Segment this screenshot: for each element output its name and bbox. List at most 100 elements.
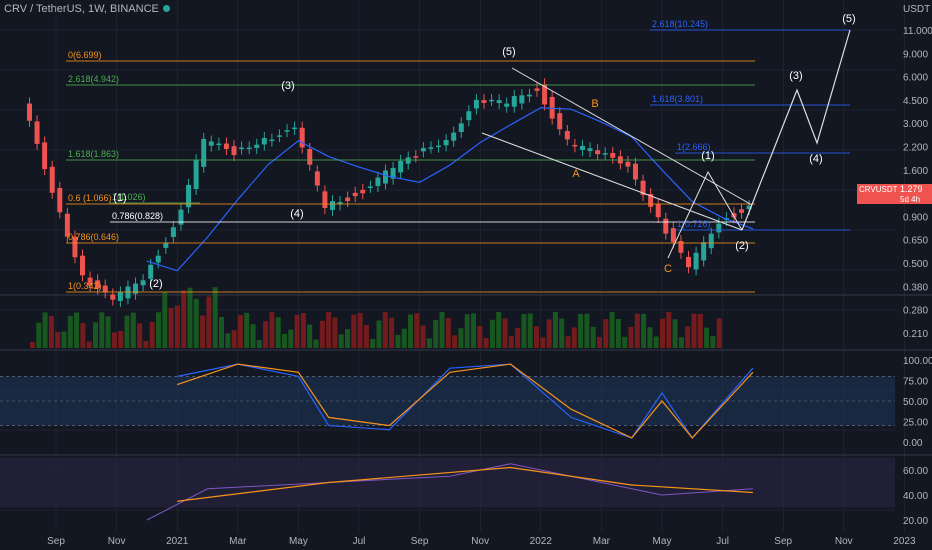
time-tick-label: Jul [716,536,729,547]
volume-bar [653,336,659,348]
candle-body [375,177,381,186]
wedge-line [481,132,743,231]
price-badge-timer: 5d 4h [900,195,920,204]
candle-body [269,139,275,142]
volume-bar [496,312,502,348]
price-tick-label: 6.000 [903,73,928,84]
volume-bar [445,318,451,348]
currency-label: USDT [903,4,930,15]
volume-bar [452,335,458,348]
price-tick-label: 0.210 [903,329,928,340]
volume-bar [691,313,697,348]
volume-bar [338,334,344,348]
volume-bar [237,315,243,348]
volume-bar [200,315,206,348]
volume-bar [48,316,54,348]
candle-body [276,135,282,137]
volume-bar [269,312,275,348]
candle-body [511,96,517,107]
candle-body [610,153,616,158]
volume-bar [426,338,432,348]
volume-bar [300,312,306,348]
price-tick-label: 11.000 [903,26,932,37]
fib-level-label: 0(6.699) [68,50,102,60]
volume-bar [628,326,634,348]
volume-bar [363,325,369,348]
volume-bar [559,318,565,348]
candle-body [526,94,532,97]
candle-body [663,218,669,234]
candle-body [216,143,222,146]
candle-body [595,150,601,155]
candle-body [473,99,479,109]
candle-body [504,103,510,107]
price-tick-label: 9.000 [903,49,928,60]
volume-bar [80,323,86,348]
volume-bar [67,315,73,348]
candle-body [57,188,63,213]
candle-body [708,233,714,249]
volume-bar [36,322,42,348]
wave-label: (4) [290,208,303,220]
volume-bar [93,322,98,348]
candle-body [261,138,267,145]
candle-body [587,148,593,152]
volume-bar [294,314,300,348]
volume-bar [111,332,117,348]
rsi-tick-label: 20.00 [903,516,928,527]
moving-average-line [146,107,754,272]
candle-body [686,256,692,268]
stoch-tick-label: 75.00 [903,377,928,388]
wave-label: (1) [701,150,714,162]
candle-body [231,146,237,156]
time-tick-label: Nov [835,536,853,547]
volume-bar [74,312,80,348]
candle-body [405,157,411,164]
candle-body [655,204,661,218]
volume-bar [521,314,527,348]
stoch-k-line [177,363,754,439]
volume-bar [105,316,111,348]
candle-body [739,209,745,213]
candle-body [716,223,722,233]
volume-bar [660,318,665,348]
volume-bar [168,307,174,348]
time-tick-label: 2022 [530,536,553,547]
volume-bar [552,312,558,348]
volume-bar [231,330,237,348]
volume-bar [672,319,678,348]
fib-level-label: 1(2.666) [677,142,711,152]
price-badge [897,184,932,204]
time-tick-label: May [653,536,672,547]
wave-projection-path [741,29,851,231]
volume-bar [99,312,105,348]
volume-bar [534,326,539,348]
volume-bar [351,314,357,348]
volume-bar [206,296,212,348]
time-tick-label: Nov [471,536,489,547]
candle-body [678,241,684,253]
candle-body [178,209,184,225]
volume-bar [30,342,35,348]
wave-projection-path [667,170,743,259]
candle-body [284,130,290,132]
volume-bar [527,313,533,348]
candle-body [26,103,32,121]
status-dot [162,5,170,12]
volume-bar [193,298,199,348]
rsi-tick-label: 60.00 [903,466,928,477]
volume-bar [508,335,514,348]
rsi-tick-label: 40.00 [903,491,928,502]
candle-body [102,285,108,293]
volume-bar [137,323,143,348]
volume-bar [326,312,332,348]
stoch-tick-label: 25.00 [903,418,928,429]
candle-body [314,171,320,186]
volume-bar [370,338,376,348]
time-tick-label: Sep [411,536,429,547]
fib-level-label: 2.618(4.942) [68,74,119,84]
volume-bar [458,328,464,348]
volume-bar [61,331,67,348]
candle-body [80,255,86,276]
